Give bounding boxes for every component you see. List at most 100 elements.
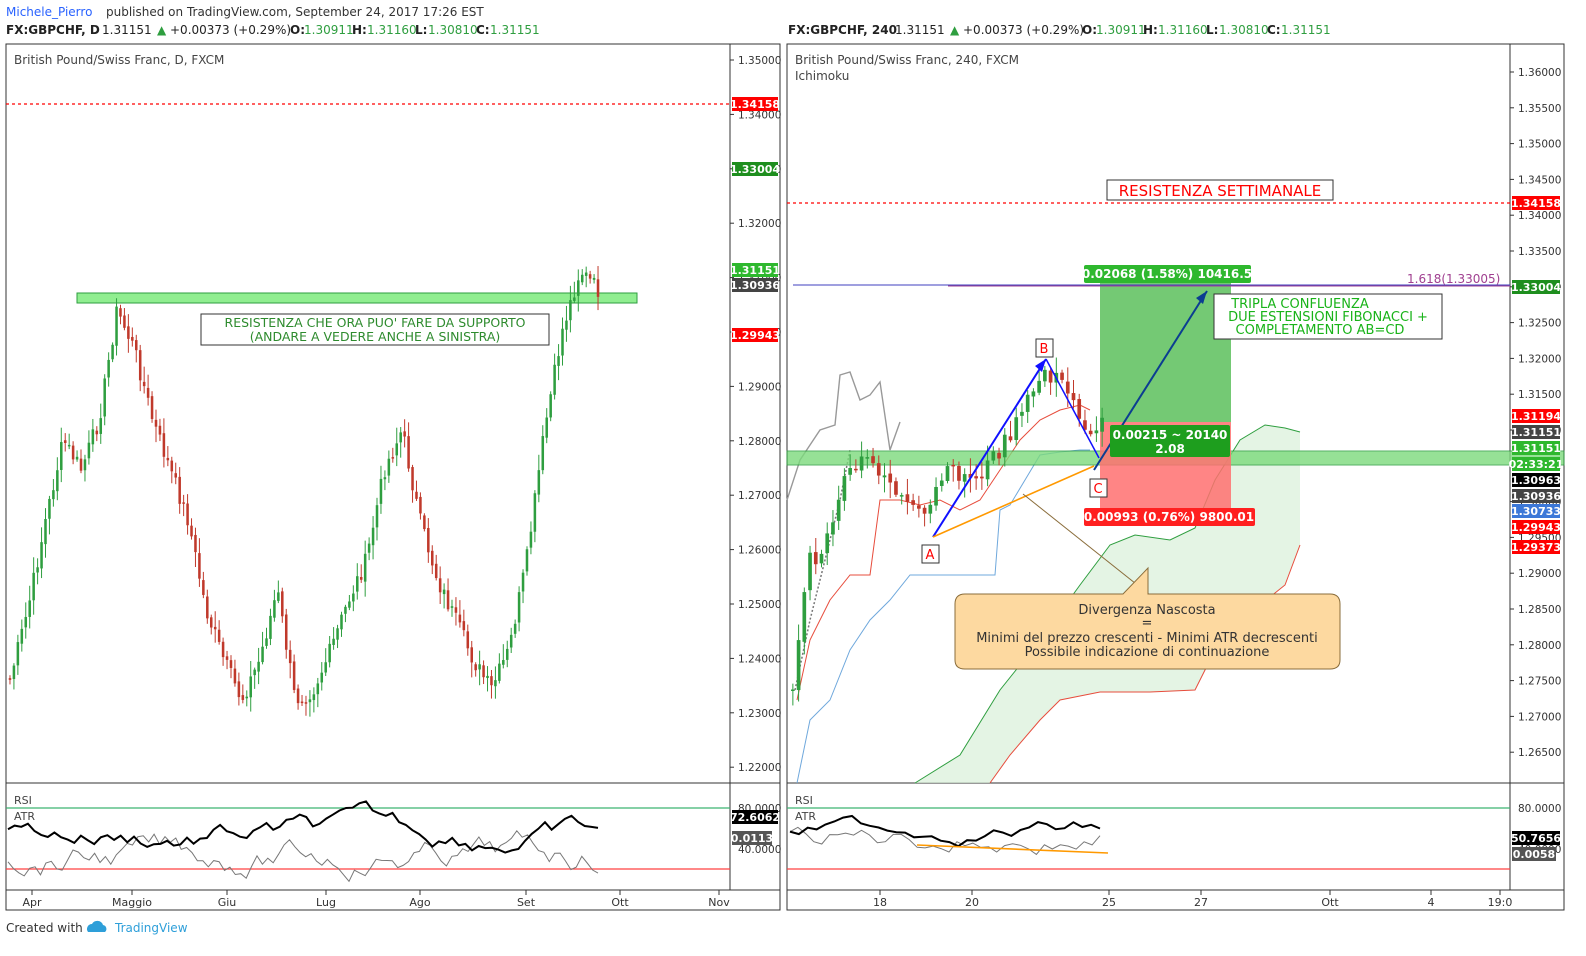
candle-body bbox=[438, 578, 442, 593]
divergence-line3: Minimi del prezzo crescenti - Minimi ATR… bbox=[976, 631, 1318, 646]
candle-body bbox=[273, 600, 276, 618]
time-tick-label: 18 bbox=[873, 896, 887, 909]
right-last: 1.31151 bbox=[895, 23, 945, 37]
candle-body bbox=[588, 274, 592, 279]
left-badge-resistance bbox=[732, 97, 778, 111]
price-tick-label: 1.35000 bbox=[738, 55, 781, 67]
left-l-label: L: bbox=[415, 23, 427, 37]
candle-body bbox=[127, 326, 130, 339]
candle-body bbox=[1088, 430, 1093, 435]
profit-label: 0.02068 (1.58%) 10416.5 bbox=[1082, 267, 1252, 281]
candle-body bbox=[296, 688, 300, 704]
time-tick-label: Set bbox=[517, 896, 536, 909]
candle-body bbox=[304, 702, 308, 704]
candle-body bbox=[1025, 394, 1030, 412]
candle-body bbox=[75, 456, 79, 460]
author-link[interactable]: Michele_Pierro bbox=[6, 5, 92, 19]
candle-body bbox=[379, 478, 383, 504]
candle-body bbox=[363, 553, 367, 582]
left-ohlc-header: FX:GBPCHF, D 1.31151 ▲ +0.00373 (+0.29%)… bbox=[6, 23, 540, 37]
leg-bc bbox=[1045, 358, 1100, 459]
candle-body bbox=[854, 468, 858, 471]
candle-body bbox=[431, 550, 434, 566]
candle-body bbox=[340, 614, 343, 630]
candle-body bbox=[592, 277, 596, 280]
candle-body bbox=[344, 606, 347, 614]
right-badge-dark2-text: 1.30936 bbox=[1511, 490, 1561, 503]
candle-body bbox=[12, 665, 16, 680]
candle-body bbox=[138, 350, 142, 381]
footer-brand-link[interactable]: TradingView bbox=[114, 921, 188, 935]
right-atr-line bbox=[789, 826, 1101, 856]
candle-body bbox=[261, 646, 264, 663]
left-annotation-box bbox=[200, 313, 550, 346]
candle-body bbox=[577, 280, 580, 296]
price-tick-label: 1.36000 bbox=[1518, 67, 1561, 79]
candle-body bbox=[162, 433, 166, 457]
candle-body bbox=[525, 549, 529, 572]
candle-body bbox=[166, 457, 170, 461]
candle-body bbox=[395, 443, 399, 456]
candle-body bbox=[190, 525, 193, 537]
profit-zone bbox=[1100, 282, 1231, 422]
candle-body bbox=[91, 429, 95, 445]
candle-body bbox=[131, 336, 134, 341]
candle-body bbox=[442, 589, 446, 595]
candle-body bbox=[111, 344, 114, 360]
risk-reward-line1: 0.00215 ~ 20140 bbox=[1113, 428, 1228, 442]
point-a-box bbox=[921, 544, 940, 564]
candle-body bbox=[859, 456, 864, 471]
candle-body bbox=[584, 272, 588, 276]
candle-body bbox=[1020, 411, 1024, 416]
price-tick-label: 1.29000 bbox=[738, 381, 781, 393]
candle-body bbox=[945, 466, 950, 482]
candle-body bbox=[403, 431, 406, 437]
candle-body bbox=[1008, 436, 1013, 441]
point-b-label: B bbox=[1040, 342, 1049, 357]
right-rsi-label: RSI bbox=[795, 794, 813, 807]
candle-body bbox=[1014, 417, 1019, 440]
candle-body bbox=[123, 315, 126, 328]
candle-body bbox=[115, 306, 118, 346]
tradingview-cloud-icon[interactable] bbox=[86, 920, 107, 932]
candle-body bbox=[1060, 372, 1064, 380]
right-badge-dark2 bbox=[1512, 489, 1560, 503]
right-symbol: FX:GBPCHF, 240 bbox=[788, 23, 897, 37]
candle-body bbox=[221, 641, 225, 658]
candle-body bbox=[557, 356, 560, 366]
candle-body bbox=[186, 503, 189, 526]
fib-extension-label: 1.618(1.33005) bbox=[1407, 272, 1500, 286]
candle-body bbox=[848, 467, 852, 475]
price-trendline bbox=[932, 465, 1095, 538]
candle-body bbox=[450, 606, 454, 608]
candle-body bbox=[391, 457, 395, 459]
candle-body bbox=[336, 628, 339, 640]
candle-body bbox=[825, 533, 830, 554]
confluence-box bbox=[1213, 293, 1443, 340]
right-h-label: H: bbox=[1143, 23, 1158, 37]
candle-body bbox=[217, 629, 221, 642]
divergence-pointer bbox=[1022, 493, 1151, 596]
candle-body bbox=[135, 340, 138, 351]
divergence-line4: Possibile indicazione di continuazione bbox=[1025, 645, 1270, 660]
candle-body bbox=[1002, 434, 1007, 458]
candle-body bbox=[991, 451, 996, 461]
candle-body bbox=[561, 328, 564, 356]
candle-body bbox=[1071, 393, 1076, 401]
candle-body bbox=[462, 621, 466, 631]
ichimoku-tenkan bbox=[796, 404, 1091, 701]
right-badge-timer-text: 02:33:21 bbox=[1509, 458, 1564, 471]
divergence-line2: = bbox=[1142, 616, 1153, 631]
profit-label-box bbox=[1084, 265, 1251, 283]
candle-body bbox=[8, 678, 12, 680]
price-tick-label: 1.29000 bbox=[1518, 568, 1561, 580]
left-badge-mid bbox=[732, 278, 778, 292]
candle-body bbox=[796, 640, 801, 691]
loss-label-box bbox=[1084, 508, 1255, 526]
candle-body bbox=[324, 662, 327, 673]
candle-body bbox=[375, 505, 379, 528]
candle-body bbox=[87, 442, 91, 459]
candle-body bbox=[842, 476, 847, 501]
candle-body bbox=[56, 470, 59, 492]
left-rsi-badge-text: 72.6062 bbox=[730, 811, 780, 824]
